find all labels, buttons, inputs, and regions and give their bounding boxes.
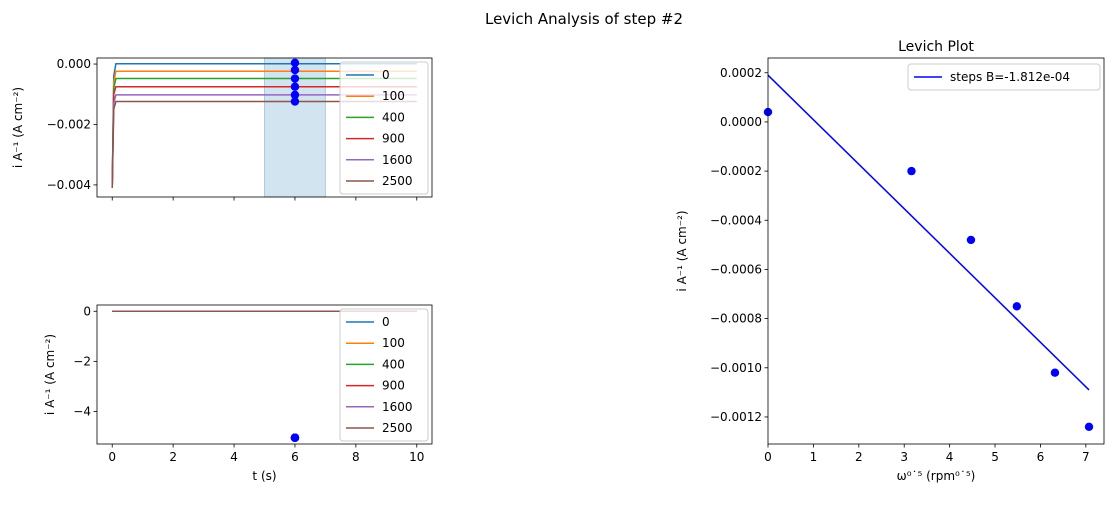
- legend-label: 400: [382, 357, 405, 371]
- legend-label: 900: [382, 132, 405, 146]
- x-tick-label: 0: [108, 450, 116, 464]
- y-tick-label: −0.0012: [710, 410, 762, 424]
- plot-title: Levich Plot: [898, 39, 974, 55]
- y-tick-label: −2: [73, 354, 91, 368]
- x-tick-label: 4: [230, 450, 238, 464]
- legend-box: [339, 61, 429, 195]
- x-axis-label: ω⁰˙⁵ (rpm⁰˙⁵): [897, 469, 976, 483]
- legend-label: 2500: [382, 421, 413, 435]
- x-axis-label: t (s): [252, 469, 276, 483]
- y-axis-label: i A⁻¹ (A cm⁻²): [43, 334, 57, 415]
- y-tick-label: 0.0002: [720, 66, 762, 80]
- y-tick-label: −0.0002: [710, 164, 762, 178]
- legend-label: 100: [382, 89, 405, 103]
- data-point: [1050, 368, 1060, 377]
- levich-plot-axes: 0 1 2 3 4 5 6 7 0.0002 0.0000 −0.0002 −0.0004 −0.000…: [675, 39, 1105, 483]
- y-tick-label: −0.004: [47, 178, 91, 192]
- y-axis-label: i A⁻¹ (A cm⁻²): [11, 87, 25, 168]
- x-tick-label: 2: [169, 450, 177, 464]
- x-tick-label: 1: [810, 450, 818, 464]
- x-tick-label: 6: [1037, 450, 1045, 464]
- x-tick-label: 4: [946, 450, 954, 464]
- legend-label: 0: [382, 315, 390, 329]
- data-point: [290, 58, 300, 68]
- legend-label: 0: [382, 68, 390, 82]
- legend-label: 1600: [382, 400, 413, 414]
- axes-frame: [96, 304, 433, 445]
- data-point: [290, 65, 300, 75]
- y-axis-label: i A⁻¹ (A cm⁻²): [675, 210, 689, 291]
- y-tick-label: −0.0008: [710, 312, 762, 326]
- x-tick-label: 8: [352, 450, 360, 464]
- y-tick-label: −0.002: [47, 117, 91, 131]
- data-point: [290, 82, 300, 91]
- top-left-axes: 0.000 −0.002 −0.004 i A⁻¹ (A cm⁻²) 0 100 400 90…: [11, 57, 433, 201]
- data-point: [290, 90, 300, 100]
- y-tick-label: −0.0010: [710, 361, 762, 375]
- x-tick-label: 6: [291, 450, 299, 464]
- y-tick-label: −4: [73, 404, 91, 418]
- y-tick-label: −0.0006: [710, 262, 762, 276]
- y-tick-label: 0: [83, 304, 91, 318]
- y-tick-label: 0.000: [57, 57, 91, 71]
- y-tick-label: 0.0000: [720, 115, 762, 129]
- x-tick-label: 2: [855, 450, 863, 464]
- data-point: [290, 433, 300, 442]
- data-point: [290, 74, 300, 83]
- axes-frame: [767, 57, 1105, 445]
- data-point: [907, 166, 916, 176]
- y-tick-label: −0.0004: [710, 213, 762, 227]
- data-point: [1084, 422, 1094, 431]
- legend-box: [339, 308, 429, 442]
- data-point: [290, 97, 300, 106]
- x-tick-label: 3: [900, 450, 908, 464]
- legend-label: 100: [382, 336, 405, 350]
- x-tick-label: 5: [991, 450, 999, 464]
- fit-line: [767, 74, 1090, 391]
- legend-label: 1600: [382, 153, 413, 167]
- series-line-2500: [111, 100, 417, 188]
- axes-frame: [96, 57, 433, 198]
- legend-label: 400: [382, 110, 405, 124]
- data-point: [966, 235, 976, 245]
- bottom-left-axes: 0 2 4 6 8 100−2−4t (s)i A⁻¹ (A cm⁻²)010040090…: [43, 304, 433, 483]
- legend-box: [907, 63, 1101, 91]
- figure-title: Levich Analysis of step #2: [485, 10, 683, 28]
- x-tick-label: 10: [409, 450, 424, 464]
- x-tick-label: 0: [764, 450, 772, 464]
- legend-label: 2500: [382, 174, 413, 188]
- legend-label: 900: [382, 379, 405, 393]
- x-tick-label: 7: [1082, 450, 1090, 464]
- data-point: [1012, 302, 1022, 311]
- legend-label: steps B=-1.812e-04: [950, 70, 1070, 84]
